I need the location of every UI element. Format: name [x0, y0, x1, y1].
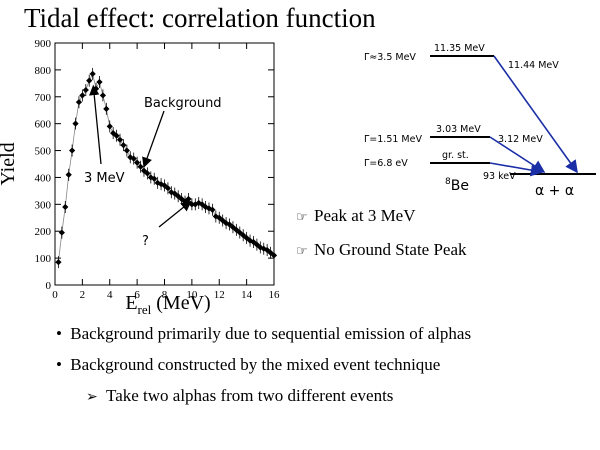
width-label: Γ=6.8 eV — [364, 158, 408, 169]
data-point — [58, 229, 65, 236]
notes-list: • Background primarily due to sequential… — [56, 324, 596, 417]
y-tick-label: 500 — [35, 146, 52, 158]
list-item: • Background primarily due to sequential… — [56, 324, 596, 344]
data-point — [99, 92, 107, 99]
decay-energy-label: 3.12 MeV — [498, 134, 543, 145]
y-tick-label: 400 — [35, 172, 52, 184]
nucleus-label: 8Be — [445, 177, 469, 194]
x-axis-label-main: E — [125, 292, 137, 314]
data-point — [75, 99, 83, 106]
data-point — [164, 185, 172, 192]
data-point — [62, 203, 69, 211]
data-point — [116, 136, 124, 143]
y-tick-label: 600 — [35, 119, 52, 131]
width-label: Γ≈3.5 MeV — [364, 52, 416, 63]
y-tick-label: 0 — [46, 280, 52, 292]
y-tick-label: 900 — [35, 38, 52, 50]
data-point — [106, 123, 113, 130]
x-tick-label: 2 — [80, 289, 86, 301]
data-point — [72, 120, 79, 127]
list-item: ☞ No Ground State Peak — [296, 240, 586, 260]
chart-annotations: Background 3 MeV? — [84, 84, 222, 249]
data-point — [209, 206, 216, 213]
x-tick-label: 8 — [162, 289, 168, 301]
finding-text: Peak at 3 MeV — [314, 206, 416, 225]
x-axis-label-sub: rel — [138, 302, 152, 317]
annotation-arrow — [89, 84, 102, 165]
x-axis-label-unit: (MeV) — [151, 292, 210, 314]
list-item: ➢ Take two alphas from two different even… — [56, 386, 596, 406]
x-tick-label: 14 — [241, 289, 253, 301]
pointing-hand-icon: ☞ — [296, 210, 308, 225]
finding-text: No Ground State Peak — [314, 240, 467, 259]
data-point — [120, 142, 127, 149]
x-tick-label: 0 — [52, 289, 58, 301]
decay-arrow — [489, 162, 544, 177]
data-point — [89, 70, 96, 78]
data-point — [65, 171, 72, 178]
nucleus-symbol: Be — [451, 178, 469, 194]
annotation-label: 3 MeV — [84, 171, 125, 186]
decay-arrow — [493, 55, 578, 174]
list-item: ☞ Peak at 3 MeV — [296, 206, 586, 226]
y-tick-label: 800 — [35, 65, 52, 77]
final-state-label: α + α — [535, 183, 574, 199]
annotation-arrow — [158, 200, 192, 228]
decay-energy-label: 93 keV — [483, 171, 516, 182]
decay-energy-label: 11.44 MeV — [508, 60, 559, 71]
data-point — [68, 147, 76, 154]
data-point — [79, 92, 86, 99]
key-findings-list: ☞ Peak at 3 MeV ☞ No Ground State Peak — [296, 206, 586, 274]
data-point — [185, 195, 192, 203]
y-tick-label: 700 — [35, 92, 52, 104]
y-tick-label: 200 — [35, 226, 52, 238]
y-axis-label: Yield — [0, 142, 19, 185]
x-axis-label: Erel (MeV) — [125, 292, 210, 317]
note-text: Background constructed by the mixed even… — [70, 355, 441, 374]
x-tick-label: 6 — [134, 289, 140, 301]
nucleus-mass: 8 — [445, 177, 451, 187]
y-tick-label: 100 — [35, 253, 52, 265]
note-text: Background primarily due to sequential e… — [70, 324, 472, 343]
chart-series — [55, 67, 278, 269]
arrow-bullet-icon: ➢ — [86, 389, 98, 405]
annotation-arrow — [142, 110, 165, 168]
data-point — [130, 155, 137, 162]
x-tick-label: 10 — [186, 289, 198, 301]
yield-chart: 0 2 4 6 8 10 12 14 16 0 100 200 300 400 500 600 700 800 90… — [0, 38, 281, 317]
list-item: • Background constructed by the mixed ev… — [56, 355, 596, 375]
data-point — [103, 105, 110, 112]
level-energy-label: gr. st. — [442, 150, 469, 161]
bullet-dot-icon: • — [56, 324, 62, 343]
y-tick-label: 300 — [35, 199, 52, 211]
level-energy-label: 3.03 MeV — [436, 124, 481, 135]
x-tick-label: 16 — [269, 289, 281, 301]
data-point — [96, 78, 103, 86]
data-point — [55, 259, 62, 266]
data-point — [82, 86, 89, 94]
level-scheme-diagram: Γ≈3.5 MeV Γ=1.51 MeV Γ=6.8 eV 11.35 MeV … — [364, 43, 596, 199]
x-tick-label: 4 — [107, 289, 113, 301]
data-point — [86, 77, 93, 84]
x-tick-label: 12 — [214, 289, 225, 301]
level-energy-label: 11.35 MeV — [434, 43, 485, 54]
chart-axes: 0 2 4 6 8 10 12 14 16 0 100 200 300 400 500 600 700 800 90… — [35, 38, 281, 301]
data-point — [137, 163, 144, 170]
subnote-text: Take two alphas from two different event… — [106, 386, 394, 405]
annotation-label: Background — [144, 96, 222, 111]
pointing-hand-icon: ☞ — [296, 244, 308, 259]
width-label: Γ=1.51 MeV — [364, 134, 422, 145]
slide-title: Tidal effect: correlation function — [24, 3, 376, 33]
bullet-dot-icon: • — [56, 355, 62, 374]
data-point — [123, 147, 130, 154]
annotation-label: ? — [142, 234, 149, 249]
